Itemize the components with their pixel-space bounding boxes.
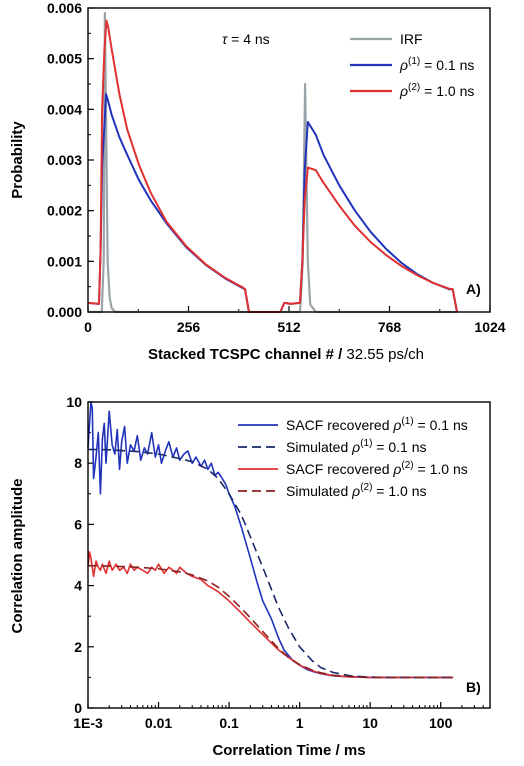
x-tick-label: 512 bbox=[277, 319, 301, 335]
panel-b-tick-labels: 1E-3 0.01 0.1 1 10 100 0 2 4 6 8 10 bbox=[66, 394, 452, 731]
legend-prefix: SACF recovered bbox=[286, 461, 393, 477]
x-tick-label: 0.01 bbox=[145, 715, 172, 731]
x-tick-label: 0 bbox=[84, 319, 92, 335]
panel-a-frame bbox=[87, 7, 491, 313]
y-tick-label: 0.005 bbox=[47, 51, 82, 67]
y-tick-label: 0.003 bbox=[47, 152, 82, 168]
series-line-3 bbox=[87, 564, 454, 679]
y-tick-label: 0.006 bbox=[47, 0, 82, 16]
legend-superscript: (2) bbox=[360, 482, 372, 493]
y-tick-label: 2 bbox=[74, 639, 82, 655]
panel-a-label: A) bbox=[466, 281, 481, 297]
legend-value: = 0.1 ns bbox=[372, 439, 426, 455]
legend-symbol: ρ bbox=[392, 461, 401, 477]
legend-superscript: (1) bbox=[401, 416, 413, 427]
x-tick-label: 1 bbox=[296, 715, 304, 731]
panel-a-ticks bbox=[87, 7, 491, 313]
y-tick-label: 8 bbox=[74, 455, 82, 471]
y-tick-label: 0.002 bbox=[47, 203, 82, 219]
legend-entry: Simulated ρ(1) = 0.1 ns bbox=[286, 438, 427, 455]
legend-prefix: Simulated bbox=[286, 439, 352, 455]
legend-prefix: SACF recovered bbox=[286, 417, 393, 433]
series-line-2 bbox=[87, 551, 454, 679]
panel-a: 0 256 512 768 1024 0.000 0.001 0.002 0.003 0.004 0… bbox=[9, 0, 506, 363]
legend-value: = 1.0 ns bbox=[414, 461, 468, 477]
legend-symbol: ρ bbox=[351, 483, 360, 499]
legend-value: = 1.0 ns bbox=[420, 83, 474, 99]
x-tick-label: 1E-3 bbox=[73, 715, 103, 731]
legend-symbol: ρ bbox=[399, 83, 408, 99]
legend-value: = 0.1 ns bbox=[420, 57, 474, 73]
legend-superscript: (2) bbox=[408, 82, 420, 93]
y-tick-label: 0.001 bbox=[47, 253, 82, 269]
y-tick-label: 0 bbox=[74, 700, 82, 716]
legend-superscript: (1) bbox=[360, 438, 372, 449]
y-tick-label: 6 bbox=[74, 516, 82, 532]
y-tick-label: 10 bbox=[66, 394, 82, 410]
panel-a-tick-labels: 0 256 512 768 1024 0.000 0.001 0.002 0.003 0.004 0… bbox=[47, 0, 506, 335]
panel-a-x-axis-label-main: Stacked TCSPC channel # / bbox=[148, 346, 343, 363]
panel-a-tau-annotation: τ = 4 ns bbox=[222, 31, 270, 47]
y-tick-label: 4 bbox=[74, 578, 82, 594]
legend-superscript: (2) bbox=[401, 460, 413, 471]
legend-entry: Simulated ρ(2) = 1.0 ns bbox=[286, 482, 427, 499]
panel-a-y-axis-label: Probability bbox=[9, 121, 26, 199]
x-tick-label: 1024 bbox=[474, 319, 505, 335]
x-tick-label: 100 bbox=[429, 715, 453, 731]
series-line-1 bbox=[87, 93, 459, 313]
x-tick-label: 10 bbox=[362, 715, 378, 731]
legend-symbol: ρ bbox=[399, 57, 408, 73]
panel-b-series bbox=[87, 401, 454, 679]
tau-symbol: τ bbox=[222, 31, 228, 47]
legend-value: = 0.1 ns bbox=[414, 417, 468, 433]
x-tick-label: 768 bbox=[378, 319, 402, 335]
legend-entry: ρ(2) = 1.0 ns bbox=[399, 82, 474, 99]
panel-b-label: B) bbox=[466, 679, 481, 695]
legend-value: = 1.0 ns bbox=[372, 483, 426, 499]
panel-a-x-axis-label-unit: 32.55 ps/ch bbox=[342, 346, 424, 363]
legend-symbol: ρ bbox=[392, 417, 401, 433]
y-tick-label: 0.004 bbox=[47, 101, 82, 117]
legend-symbol: ρ bbox=[351, 439, 360, 455]
tau-value: = 4 ns bbox=[227, 31, 269, 47]
legend-superscript: (1) bbox=[408, 56, 420, 67]
panel-b-y-axis-label: Correlation amplitude bbox=[9, 478, 26, 633]
legend-entry: ρ(1) = 0.1 ns bbox=[399, 56, 474, 73]
legend-prefix: Simulated bbox=[286, 483, 352, 499]
panel-b: 1E-3 0.01 0.1 1 10 100 0 2 4 6 8 10 Correlation amp… bbox=[9, 394, 491, 759]
x-tick-label: 256 bbox=[177, 319, 201, 335]
panel-b-x-axis-label: Correlation Time / ms bbox=[212, 742, 365, 759]
legend-entry: SACF recovered ρ(1) = 0.1 ns bbox=[286, 416, 468, 433]
y-tick-label: 0.000 bbox=[47, 304, 82, 320]
x-tick-label: 0.1 bbox=[219, 715, 239, 731]
legend-entry: IRF bbox=[400, 31, 423, 47]
panel-a-x-axis-label: Stacked TCSPC channel # / 32.55 ps/ch bbox=[148, 346, 424, 363]
legend-entry: SACF recovered ρ(2) = 1.0 ns bbox=[286, 460, 468, 477]
panel-b-frame bbox=[87, 401, 491, 709]
